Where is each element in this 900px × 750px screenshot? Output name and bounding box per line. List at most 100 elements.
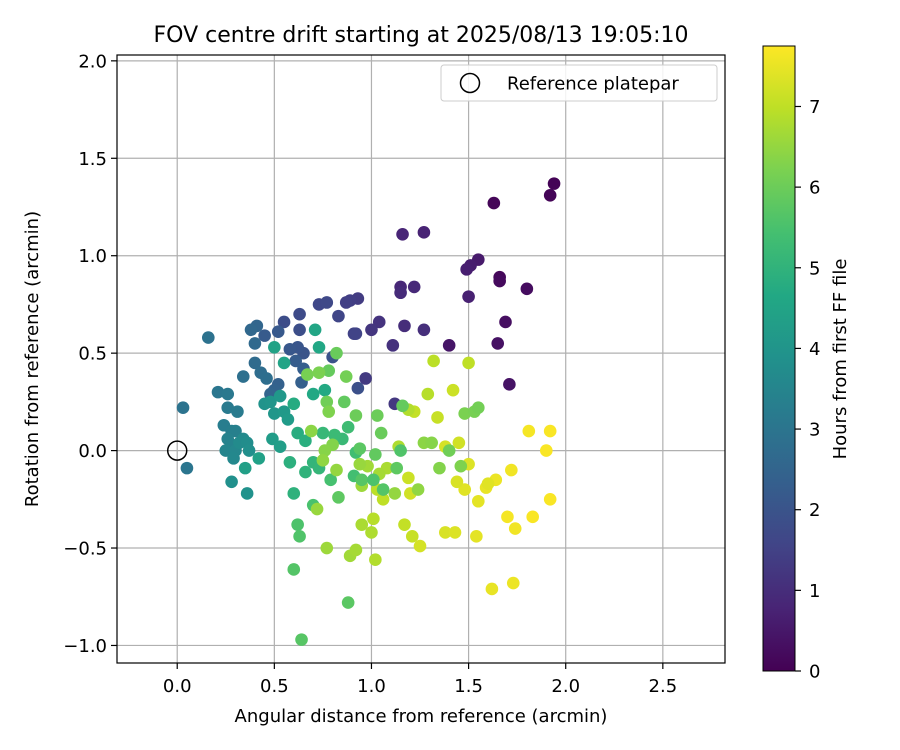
legend-open-circle-icon — [459, 72, 481, 94]
scatter-point — [289, 354, 303, 368]
scatter-point — [491, 337, 505, 350]
scatter-point — [349, 543, 363, 557]
scatter-point — [287, 487, 301, 500]
scatter-point — [386, 339, 400, 352]
scatter-point — [370, 409, 384, 422]
reference-platepar-marker — [166, 440, 188, 461]
y-axis-ticks: −1.0 −0.5 0.0 0.5 1.0 1.5 2.0 — [63, 51, 117, 657]
scatter-point — [242, 444, 256, 457]
scatter-point — [180, 461, 194, 475]
scatter-point — [271, 325, 285, 339]
x-tick-label: 1.5 — [454, 676, 483, 697]
scatter-point — [330, 463, 343, 477]
colorbar-tick-label: 2 — [809, 500, 820, 521]
scatter-point — [308, 323, 322, 337]
scatter-point — [388, 487, 402, 500]
scatter-point — [417, 323, 431, 337]
scatter-point — [287, 563, 301, 576]
grid-lines — [117, 55, 725, 663]
scatter-point — [407, 280, 421, 294]
scatter-point — [318, 383, 332, 397]
scatter-point — [176, 401, 190, 415]
scatter-point — [320, 541, 334, 555]
scatter-point — [273, 389, 287, 403]
scatter-point — [396, 399, 409, 413]
scatter-point — [438, 526, 452, 539]
colorbar-tick-label: 6 — [809, 178, 820, 199]
chart-title: FOV centre drift starting at 2025/08/13 … — [154, 23, 689, 48]
scatter-point — [543, 493, 557, 506]
scatter-point — [374, 426, 388, 440]
plot-frame — [116, 54, 726, 664]
scatter-point — [442, 339, 456, 352]
scatter-point — [450, 475, 464, 489]
scatter-point — [427, 354, 440, 368]
scatter-point — [322, 405, 336, 418]
x-axis-label: Angular distance from reference (arcmin) — [235, 706, 608, 727]
scatter-point — [277, 356, 291, 370]
scatter-point — [349, 327, 363, 340]
colorbar-tick-label: 5 — [809, 258, 820, 279]
scatter-point — [398, 518, 411, 531]
scatter-point — [268, 341, 281, 354]
scatter-point — [283, 455, 297, 469]
scatter-point — [376, 493, 390, 506]
scatter-point — [359, 372, 372, 385]
scatter-point — [349, 409, 363, 422]
scatter-point — [337, 395, 351, 409]
scatter-point — [281, 413, 295, 426]
colorbar-tick-label: 1 — [809, 581, 820, 602]
scatter-point — [390, 461, 404, 475]
scatter-point — [355, 473, 369, 487]
scatter-point — [299, 434, 312, 448]
scatter-point — [236, 370, 250, 383]
scatter-point — [462, 356, 475, 370]
scatter-point — [522, 424, 536, 438]
scatter-point — [277, 315, 291, 329]
scatter-point — [201, 331, 215, 344]
scatter-point — [543, 424, 557, 438]
scatter-point — [264, 395, 277, 409]
scatter-point — [248, 337, 262, 350]
scatter-point — [341, 420, 355, 434]
scatter-point — [448, 526, 462, 539]
scatter-point — [299, 465, 312, 479]
scatter-point — [227, 452, 240, 465]
scatter-point — [365, 323, 378, 337]
scatter-point — [493, 274, 506, 288]
scatter-point — [332, 491, 345, 504]
scatter-point — [417, 226, 431, 239]
y-tick-label: 0.5 — [78, 344, 107, 365]
scatter-point — [431, 411, 444, 424]
x-tick-label: 1.0 — [357, 676, 386, 697]
scatter-point — [293, 530, 306, 543]
scatter-point — [485, 582, 499, 596]
scatter-point — [244, 323, 258, 337]
scatter-point — [295, 633, 308, 646]
colorbar-label: Hours from first FF file — [830, 259, 851, 460]
scatter-point — [268, 407, 281, 420]
scatter-point — [425, 436, 438, 450]
scatter-point — [472, 494, 485, 508]
scatter-point — [367, 512, 380, 526]
y-tick-label: 1.5 — [78, 149, 107, 170]
scatter-point — [526, 510, 539, 524]
scatter-point — [306, 387, 320, 401]
scatter-point — [238, 461, 252, 475]
scatter-point — [339, 370, 353, 383]
scatter-point — [287, 397, 301, 411]
colorbar-tick-label: 0 — [809, 662, 820, 683]
scatter-point — [369, 553, 382, 567]
scatter-point — [394, 444, 407, 457]
scatter-point — [487, 196, 501, 210]
colorbar: 0 1 2 3 4 5 6 7 Hours from first FF file — [762, 45, 851, 683]
colorbar-gradient — [762, 45, 796, 672]
scatter-point — [221, 387, 235, 401]
scatter-point — [547, 177, 561, 190]
scatter-point — [252, 452, 266, 465]
scatter-point — [291, 518, 304, 531]
scatter-point — [421, 387, 435, 401]
x-tick-label: 0.0 — [163, 676, 192, 697]
scatter-point — [365, 526, 378, 539]
scatter-point — [231, 405, 244, 418]
